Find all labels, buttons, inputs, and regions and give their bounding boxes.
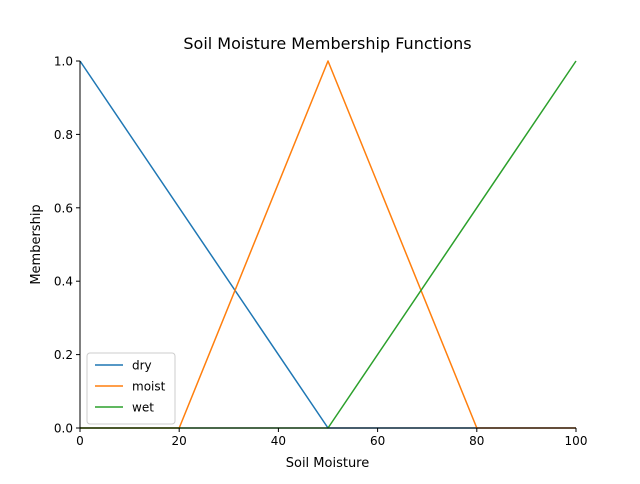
x-tick-label: 100 xyxy=(565,434,588,448)
legend: dry moist wet xyxy=(86,352,176,425)
x-tick-label: 20 xyxy=(172,434,187,448)
x-tick-label: 60 xyxy=(370,434,385,448)
legend-label-dry: dry xyxy=(132,359,152,373)
x-axis-ticks: 0 20 40 60 80 100 xyxy=(76,428,587,448)
axes xyxy=(79,61,576,429)
chart-title: Soil Moisture Membership Functions xyxy=(183,34,471,53)
x-axis-label: Soil Moisture xyxy=(286,456,370,471)
x-tick-label: 40 xyxy=(271,434,286,448)
legend-label-wet: wet xyxy=(132,401,154,415)
x-tick-label: 0 xyxy=(76,434,84,448)
y-tick-label: 0.0 xyxy=(54,422,73,436)
y-tick-label: 0.2 xyxy=(54,348,73,362)
y-axis-ticks: 0.0 0.2 0.4 0.6 0.8 1.0 xyxy=(54,55,80,436)
y-tick-label: 0.4 xyxy=(54,275,73,289)
y-tick-label: 0.6 xyxy=(54,201,73,215)
y-axis-label: Membership xyxy=(29,204,44,284)
legend-label-moist: moist xyxy=(132,380,166,394)
x-tick-label: 80 xyxy=(469,434,484,448)
y-tick-label: 0.8 xyxy=(54,128,73,142)
y-tick-label: 1.0 xyxy=(54,55,73,69)
